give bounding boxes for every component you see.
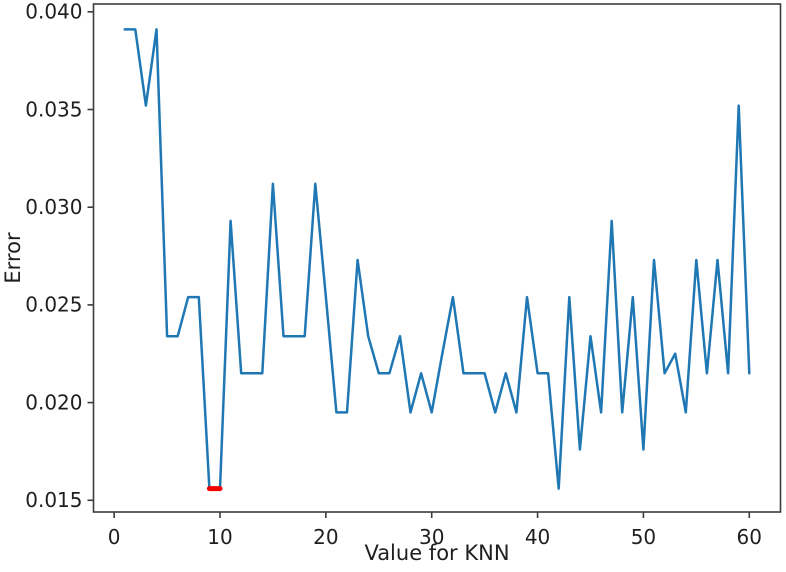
y-tick-label: 0.035: [25, 97, 82, 121]
x-tick-label: 50: [631, 525, 656, 549]
y-tick-label: 0.040: [25, 0, 82, 24]
x-tick-label: 30: [419, 525, 444, 549]
series-lines: [123, 28, 751, 492]
y-axis: 0.015 0.020 0.025 0.030 0.035 0.040: [25, 0, 94, 512]
x-tick-label: 20: [313, 525, 338, 549]
x-tick-label: 40: [525, 525, 550, 549]
y-tick-label: 0.025: [25, 293, 82, 317]
x-tick-label: 60: [737, 525, 762, 549]
x-tick-label: 0: [108, 525, 121, 549]
knn-error-line: [123, 28, 751, 490]
x-tick-label: 10: [207, 525, 232, 549]
x-axis-label: Value for KNN: [364, 541, 509, 565]
y-tick-label: 0.030: [25, 195, 82, 219]
plot-spines: [92, 3, 782, 513]
y-tick-label: 0.015: [25, 488, 82, 512]
y-tick-label: 0.020: [25, 390, 82, 414]
y-axis-label: Error: [1, 232, 25, 284]
x-axis: 0 10 20 30 40 50 60: [108, 512, 762, 549]
